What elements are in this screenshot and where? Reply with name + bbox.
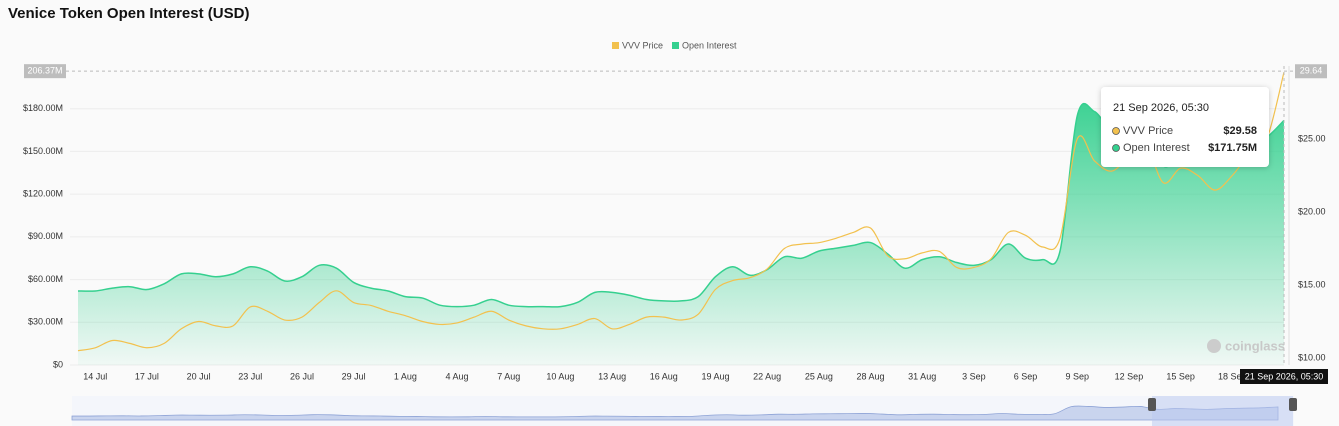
x-tick-label: 12 Sep (1115, 371, 1144, 381)
legend-label: VVV Price (622, 40, 663, 50)
crosshair-label: 21 Sep 2026, 05:30 (1245, 371, 1324, 381)
x-tick-label: 9 Sep (1065, 371, 1089, 381)
x-tick-label: 6 Sep (1014, 371, 1038, 381)
y-tick-label: $180.00M (23, 103, 63, 113)
minimap-brush (1152, 396, 1293, 426)
y-tick-label: $30.00M (28, 317, 63, 327)
x-tick-label: 4 Aug (446, 371, 469, 381)
x-tick-label: 16 Aug (650, 371, 678, 381)
tooltip-dot (1112, 144, 1120, 152)
crosshair-badge (1295, 64, 1327, 79)
y-tick-label: $60.00M (28, 274, 63, 284)
oi-line (77, 102, 1285, 308)
watermark-icon (1207, 339, 1221, 353)
y-tick-label: $90.00M (28, 231, 63, 241)
x-tick-label: 19 Aug (701, 371, 729, 381)
crosshair-label: 206.37M (27, 66, 62, 76)
x-tick-label: 29 Jul (342, 371, 366, 381)
tooltip-dot (1112, 127, 1120, 135)
watermark: coinglass (1225, 338, 1285, 353)
minimap-handle[interactable] (1289, 398, 1297, 411)
price-line (77, 71, 1285, 352)
y2-tick-label: $15.00 (1298, 279, 1326, 289)
x-tick-label: 3 Sep (962, 371, 986, 381)
x-tick-label: 15 Sep (1166, 371, 1195, 381)
y-tick-label: $120.00M (23, 189, 63, 199)
x-tick-label: 20 Jul (187, 371, 211, 381)
minimap-handle[interactable] (1148, 398, 1156, 411)
tooltip-box (1101, 87, 1269, 167)
x-tick-label: 7 Aug (497, 371, 520, 381)
x-tick-label: 25 Aug (805, 371, 833, 381)
x-tick-label: 26 Jul (290, 371, 314, 381)
x-tick-label: 23 Jul (238, 371, 262, 381)
chart-title: Venice Token Open Interest (USD) (8, 5, 249, 22)
x-tick-label: 18 Sep (1218, 371, 1247, 381)
x-tick-label: 31 Aug (908, 371, 936, 381)
legend-label: Open Interest (682, 40, 737, 50)
x-tick-label: 14 Jul (83, 371, 107, 381)
crosshair-label: 29.64 (1300, 66, 1323, 76)
y2-tick-label: $10.00 (1298, 352, 1326, 362)
legend-swatch (612, 42, 619, 49)
y2-tick-label: $25.00 (1298, 133, 1326, 143)
y2-tick-label: $20.00 (1298, 206, 1326, 216)
legend-swatch (672, 42, 679, 49)
oi-area (78, 103, 1284, 365)
minimap-area (71, 405, 1279, 421)
x-tick-label: 22 Aug (753, 371, 781, 381)
tooltip-name: Open Interest (1123, 142, 1190, 154)
x-tick-label: 10 Aug (546, 371, 574, 381)
y-tick-label: $150.00M (23, 146, 63, 156)
x-tick-label: 1 Aug (394, 371, 417, 381)
x-tick-label: 28 Aug (856, 371, 884, 381)
crosshair-badge (1240, 369, 1328, 384)
tooltip: 21 Sep 2026, 05:30 VVV Price $29.58 Open In… (1101, 87, 1269, 167)
tooltip-title: 21 Sep 2026, 05:30 (1113, 102, 1209, 114)
x-tick-label: 13 Aug (598, 371, 626, 381)
tooltip-value: $29.58 (1223, 125, 1257, 137)
tooltip-value: $171.75M (1208, 142, 1257, 154)
y-tick-label: $0 (53, 359, 63, 369)
x-tick-label: 17 Jul (135, 371, 159, 381)
tooltip-name: VVV Price (1123, 125, 1173, 137)
crosshair-badge (24, 64, 66, 79)
